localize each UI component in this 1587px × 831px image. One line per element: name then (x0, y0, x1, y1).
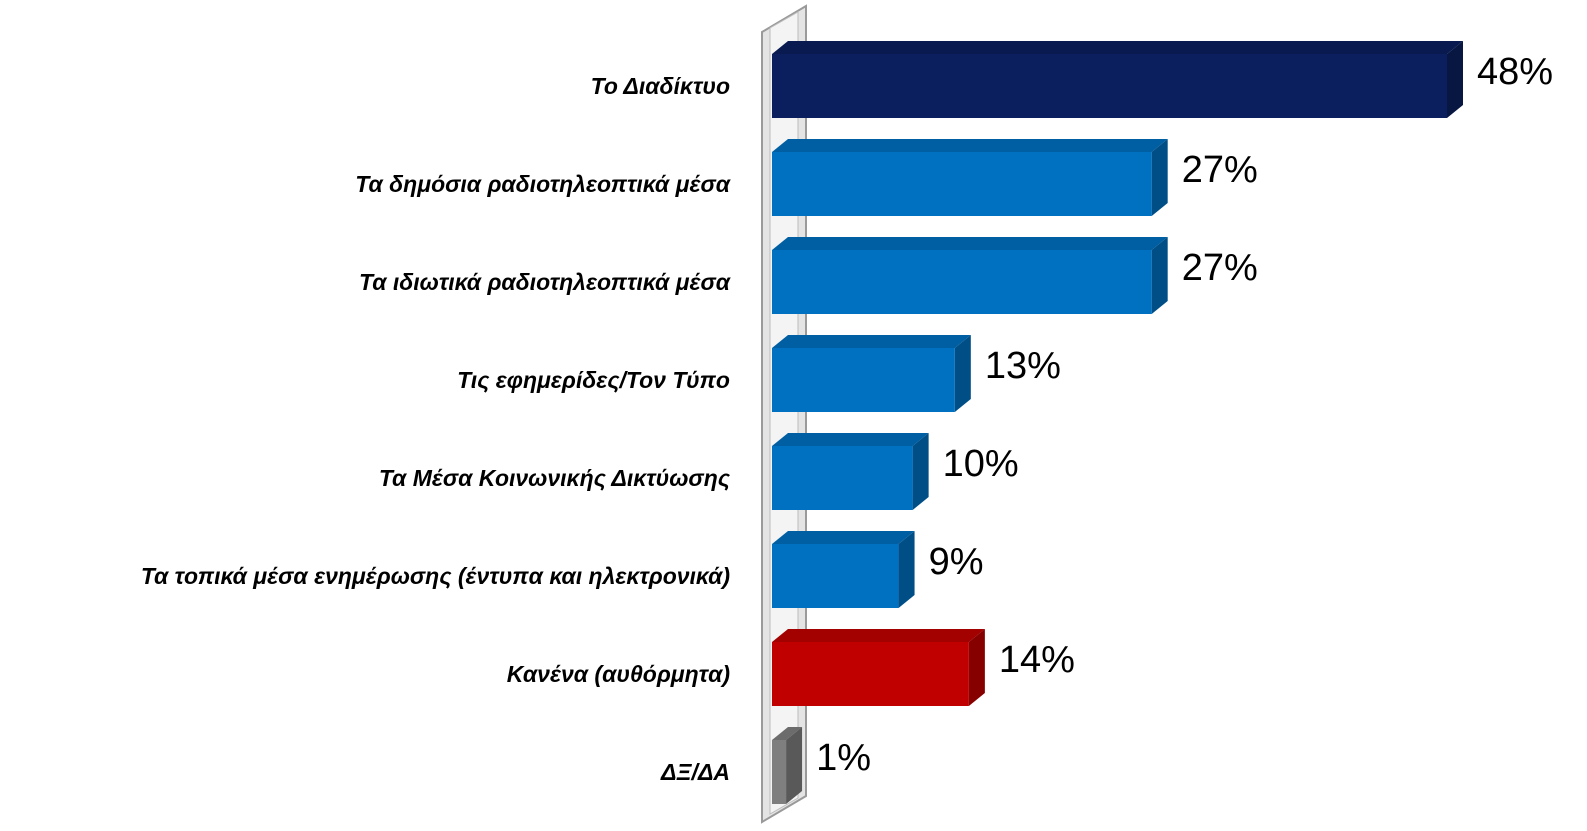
bar-front (772, 446, 913, 510)
bar-front (772, 152, 1152, 216)
bar (772, 139, 1168, 216)
value-label: 1% (816, 737, 871, 779)
bar-side (1151, 237, 1168, 314)
bar-side (968, 629, 985, 706)
bar (772, 41, 1463, 118)
value-label: 48% (1477, 51, 1553, 93)
value-label: 27% (1182, 149, 1258, 191)
bar-front (772, 740, 787, 804)
category-label: Κανένα (αυθόρμητα) (507, 661, 730, 687)
bar-side (912, 433, 929, 510)
bar-front (772, 348, 955, 412)
bar-front (772, 642, 969, 706)
bar-top (772, 335, 971, 348)
category-label: Το Διαδίκτυο (591, 73, 730, 99)
value-label: 13% (985, 345, 1061, 387)
value-label: 9% (929, 541, 984, 583)
bar (772, 531, 915, 608)
bar-top (772, 41, 1463, 54)
bar-side (1447, 41, 1463, 118)
bar-side (1151, 139, 1168, 216)
bar (772, 727, 803, 804)
bar-front (772, 544, 899, 608)
category-label: Τα ιδιωτικά ραδιοτηλεοπτικά μέσα (359, 269, 732, 295)
bar-top (772, 433, 929, 446)
bar-top (772, 139, 1168, 152)
bar-side (786, 727, 803, 804)
bar (772, 237, 1168, 314)
bar-top (772, 531, 915, 544)
category-label: Τις εφημερίδες/Τον Τύπο (457, 367, 730, 393)
category-label: Τα δημόσια ραδιοτηλεοπτικά μέσα (355, 171, 731, 197)
category-label: Τα τοπικά μέσα ενημέρωσης (έντυπα και ηλ… (141, 563, 730, 589)
value-label: 14% (999, 639, 1075, 681)
bar-front (772, 54, 1447, 118)
value-label: 10% (943, 443, 1019, 485)
bar-side (954, 335, 971, 412)
value-label: 27% (1182, 247, 1258, 289)
bar-top (772, 727, 803, 740)
category-label: Τα Μέσα Κοινωνικής Δικτύωσης (379, 465, 731, 491)
bar-front (772, 250, 1152, 314)
bar (772, 433, 929, 510)
bar-top (772, 629, 985, 642)
category-label: ΔΞ/ΔΑ (660, 759, 730, 785)
bar-side (898, 531, 915, 608)
bar (772, 629, 985, 706)
bar-top (772, 237, 1168, 250)
bar (772, 335, 971, 412)
